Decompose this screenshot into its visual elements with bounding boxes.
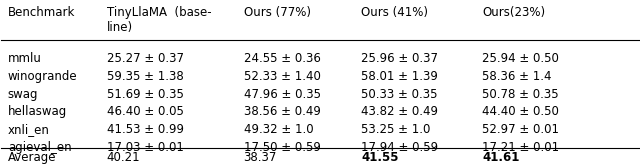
- Text: 17.50 ± 0.59: 17.50 ± 0.59: [244, 141, 321, 154]
- Text: 38.56 ± 0.49: 38.56 ± 0.49: [244, 105, 321, 118]
- Text: 59.35 ± 1.38: 59.35 ± 1.38: [106, 70, 183, 83]
- Text: 58.01 ± 1.39: 58.01 ± 1.39: [362, 70, 438, 83]
- Text: 50.33 ± 0.35: 50.33 ± 0.35: [362, 88, 438, 101]
- Text: Benchmark: Benchmark: [8, 6, 75, 19]
- Text: 24.55 ± 0.36: 24.55 ± 0.36: [244, 52, 321, 65]
- Text: 50.78 ± 0.35: 50.78 ± 0.35: [483, 88, 559, 101]
- Text: 25.27 ± 0.37: 25.27 ± 0.37: [106, 52, 184, 65]
- Text: 52.97 ± 0.01: 52.97 ± 0.01: [483, 123, 559, 136]
- Text: 44.40 ± 0.50: 44.40 ± 0.50: [483, 105, 559, 118]
- Text: 38.37: 38.37: [244, 151, 277, 164]
- Text: swag: swag: [8, 88, 38, 101]
- Text: 17.03 ± 0.01: 17.03 ± 0.01: [106, 141, 184, 154]
- Text: 53.25 ± 1.0: 53.25 ± 1.0: [362, 123, 431, 136]
- Text: winogrande: winogrande: [8, 70, 77, 83]
- Text: 47.96 ± 0.35: 47.96 ± 0.35: [244, 88, 321, 101]
- Text: hellaswag: hellaswag: [8, 105, 67, 118]
- Text: Average: Average: [8, 151, 56, 164]
- Text: 52.33 ± 1.40: 52.33 ± 1.40: [244, 70, 321, 83]
- Text: mmlu: mmlu: [8, 52, 42, 65]
- Text: xnli_en: xnli_en: [8, 123, 50, 136]
- Text: 41.55: 41.55: [362, 151, 399, 164]
- Text: 51.69 ± 0.35: 51.69 ± 0.35: [106, 88, 184, 101]
- Text: 25.94 ± 0.50: 25.94 ± 0.50: [483, 52, 559, 65]
- Text: agieval_en: agieval_en: [8, 141, 72, 154]
- Text: 46.40 ± 0.05: 46.40 ± 0.05: [106, 105, 184, 118]
- Text: TinyLlaMA  (base-
line): TinyLlaMA (base- line): [106, 6, 211, 34]
- Text: Ours (41%): Ours (41%): [362, 6, 428, 19]
- Text: 41.53 ± 0.99: 41.53 ± 0.99: [106, 123, 184, 136]
- Text: 49.32 ± 1.0: 49.32 ± 1.0: [244, 123, 313, 136]
- Text: Ours (77%): Ours (77%): [244, 6, 310, 19]
- Text: 58.36 ± 1.4: 58.36 ± 1.4: [483, 70, 552, 83]
- Text: 25.96 ± 0.37: 25.96 ± 0.37: [362, 52, 438, 65]
- Text: 17.21 ± 0.01: 17.21 ± 0.01: [483, 141, 559, 154]
- Text: Ours(23%): Ours(23%): [483, 6, 546, 19]
- Text: 40.21: 40.21: [106, 151, 140, 164]
- Text: 43.82 ± 0.49: 43.82 ± 0.49: [362, 105, 438, 118]
- Text: 17.94 ± 0.59: 17.94 ± 0.59: [362, 141, 438, 154]
- Text: 41.61: 41.61: [483, 151, 520, 164]
